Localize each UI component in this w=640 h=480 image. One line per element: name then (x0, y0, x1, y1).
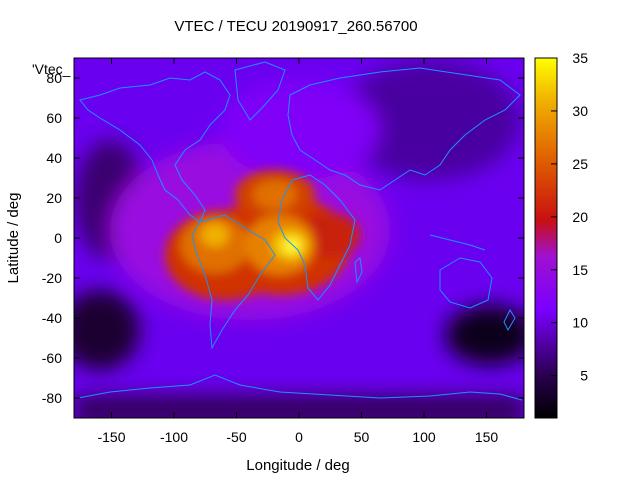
x-tick-label: 100 (412, 429, 436, 445)
x-tick-label: 150 (475, 429, 499, 445)
x-tick-label: 50 (354, 429, 370, 445)
chart-title: VTEC / TECU 20190917_260.56700 (174, 18, 417, 35)
y-tick-label: 60 (46, 110, 62, 126)
y-tick-label: -80 (42, 390, 62, 406)
colorbar-tick-label: 5 (580, 368, 588, 384)
colorbar-tick-label: 35 (572, 50, 588, 66)
x-tick-label: -50 (226, 429, 246, 445)
colorbar (534, 57, 558, 419)
colorbar-tick-label: 25 (572, 156, 588, 172)
y-tick-label: 40 (46, 150, 62, 166)
x-axis-label: Longitude / deg (246, 457, 349, 474)
colorbar-tick-label: 15 (572, 262, 588, 278)
y-tick-label: -60 (42, 350, 62, 366)
y-tick-label: 80 (46, 70, 62, 86)
colorbar-tick-label: 30 (572, 103, 588, 119)
y-tick-label: -20 (42, 270, 62, 286)
x-tick-label: -100 (160, 429, 188, 445)
y-axis-ticks: -80 -60 -40 -20 0 20 40 60 80 (42, 70, 524, 406)
x-tick-label: -150 (97, 429, 125, 445)
legend-label: 'Vtec_ (32, 61, 71, 77)
y-tick-label: -40 (42, 310, 62, 326)
y-tick-label: 20 (46, 190, 62, 206)
heatmap-field (74, 58, 524, 418)
colorbar-tick-label: 20 (572, 209, 588, 225)
x-tick-label: 0 (295, 429, 303, 445)
colorbar-ticks: 5 10 15 20 25 30 35 (551, 50, 588, 384)
y-tick-label: 0 (54, 230, 62, 246)
x-axis-ticks: -150 -100 -50 0 50 100 150 (97, 58, 498, 445)
colorbar-tick-label: 10 (572, 315, 588, 331)
y-axis-label: Latitude / deg (5, 193, 22, 284)
coastlines (77, 61, 523, 401)
